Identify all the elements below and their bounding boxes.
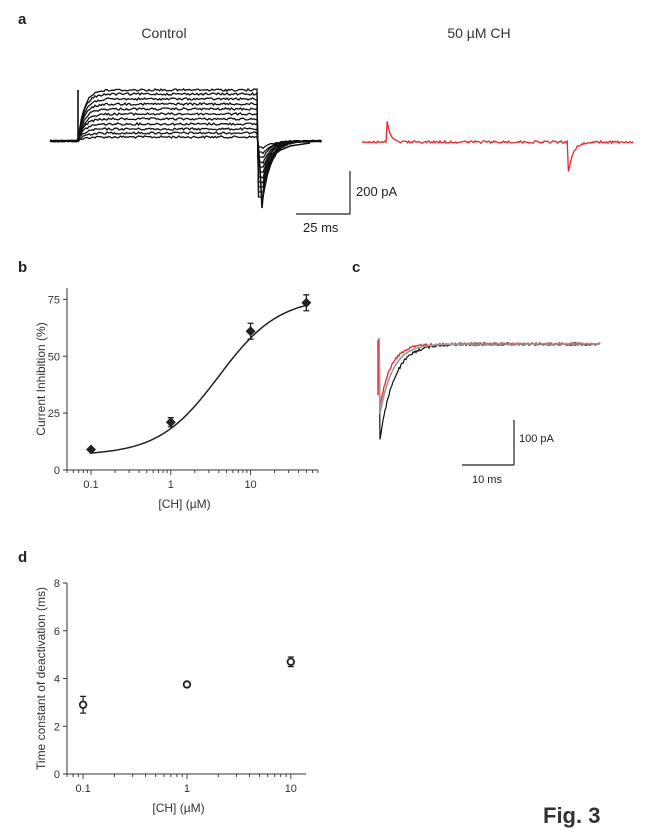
tail-current bbox=[257, 140, 311, 209]
y-tick-label: 75 bbox=[48, 294, 60, 306]
data-point bbox=[182, 680, 192, 689]
y-tick-label: 8 bbox=[54, 578, 60, 590]
y-tick-label: 25 bbox=[48, 408, 60, 420]
data-point bbox=[286, 657, 296, 666]
y-tick-label: 0 bbox=[54, 769, 60, 781]
x-tick-label: 10 bbox=[285, 783, 297, 795]
data-point bbox=[86, 444, 97, 455]
ch-trace bbox=[361, 121, 634, 172]
hill-fit-curve bbox=[90, 304, 306, 454]
fit-curve bbox=[378, 338, 600, 415]
y-axis-label: Time constant of deactivation (ms) bbox=[34, 587, 48, 770]
x-axis-label: [CH] (µM) bbox=[158, 497, 210, 511]
y-tick-label: 0 bbox=[54, 465, 60, 477]
panel-a-label: a bbox=[18, 11, 27, 28]
control-trace bbox=[49, 121, 322, 165]
y-tick-label: 2 bbox=[54, 721, 60, 733]
control-current-traces bbox=[49, 88, 322, 209]
x-tick-label: 1 bbox=[184, 783, 190, 795]
x-tick-label: 0.1 bbox=[75, 783, 90, 795]
scale-current-label: 200 pA bbox=[356, 184, 398, 199]
x-tick-label: 0.1 bbox=[83, 479, 98, 491]
y-tick-label: 6 bbox=[54, 626, 60, 638]
panel-c-label: c bbox=[352, 259, 360, 276]
deactivation-tail-traces bbox=[377, 338, 601, 440]
x-tick-label: 1 bbox=[168, 479, 174, 491]
data-point bbox=[301, 297, 312, 308]
y-axis-label: Current Inhibition (%) bbox=[34, 322, 48, 435]
panel-d-label: d bbox=[18, 549, 27, 566]
y-tick-label: 50 bbox=[48, 351, 60, 363]
control-tail-trace bbox=[378, 338, 601, 440]
data-point bbox=[165, 417, 176, 428]
panel-a-scale-bar bbox=[296, 171, 351, 215]
control-trace bbox=[49, 117, 322, 168]
deactivation-constant-chart: 0 2 4 6 8 0.1 1 10 [CH] (µM) Time constant of dea… bbox=[34, 578, 306, 815]
control-trace bbox=[49, 88, 322, 199]
panel-b-label: b bbox=[18, 259, 27, 276]
control-title: Control bbox=[141, 25, 186, 41]
dose-response-chart: 0 25 50 75 0.1 1 10 [CH] (µM) Current Inhibition… bbox=[34, 288, 319, 511]
figure-label: Fig. 3 bbox=[543, 803, 600, 828]
scale-time-label-c: 10 ms bbox=[472, 474, 502, 486]
ch-title: 50 µM CH bbox=[447, 25, 510, 41]
ch-current-trace bbox=[361, 121, 634, 172]
data-point bbox=[78, 700, 88, 709]
control-trace bbox=[49, 131, 322, 155]
x-axis-label: [CH] (µM) bbox=[152, 801, 204, 815]
scale-time-label: 25 ms bbox=[303, 220, 339, 235]
y-tick-label: 4 bbox=[54, 674, 60, 686]
scale-current-label-c: 100 pA bbox=[519, 433, 555, 445]
x-tick-label: 10 bbox=[244, 479, 256, 491]
ch-tail-trace bbox=[378, 338, 601, 406]
control-trace bbox=[49, 112, 322, 174]
data-point bbox=[245, 326, 256, 337]
panel-c-scale-bar bbox=[462, 420, 515, 466]
